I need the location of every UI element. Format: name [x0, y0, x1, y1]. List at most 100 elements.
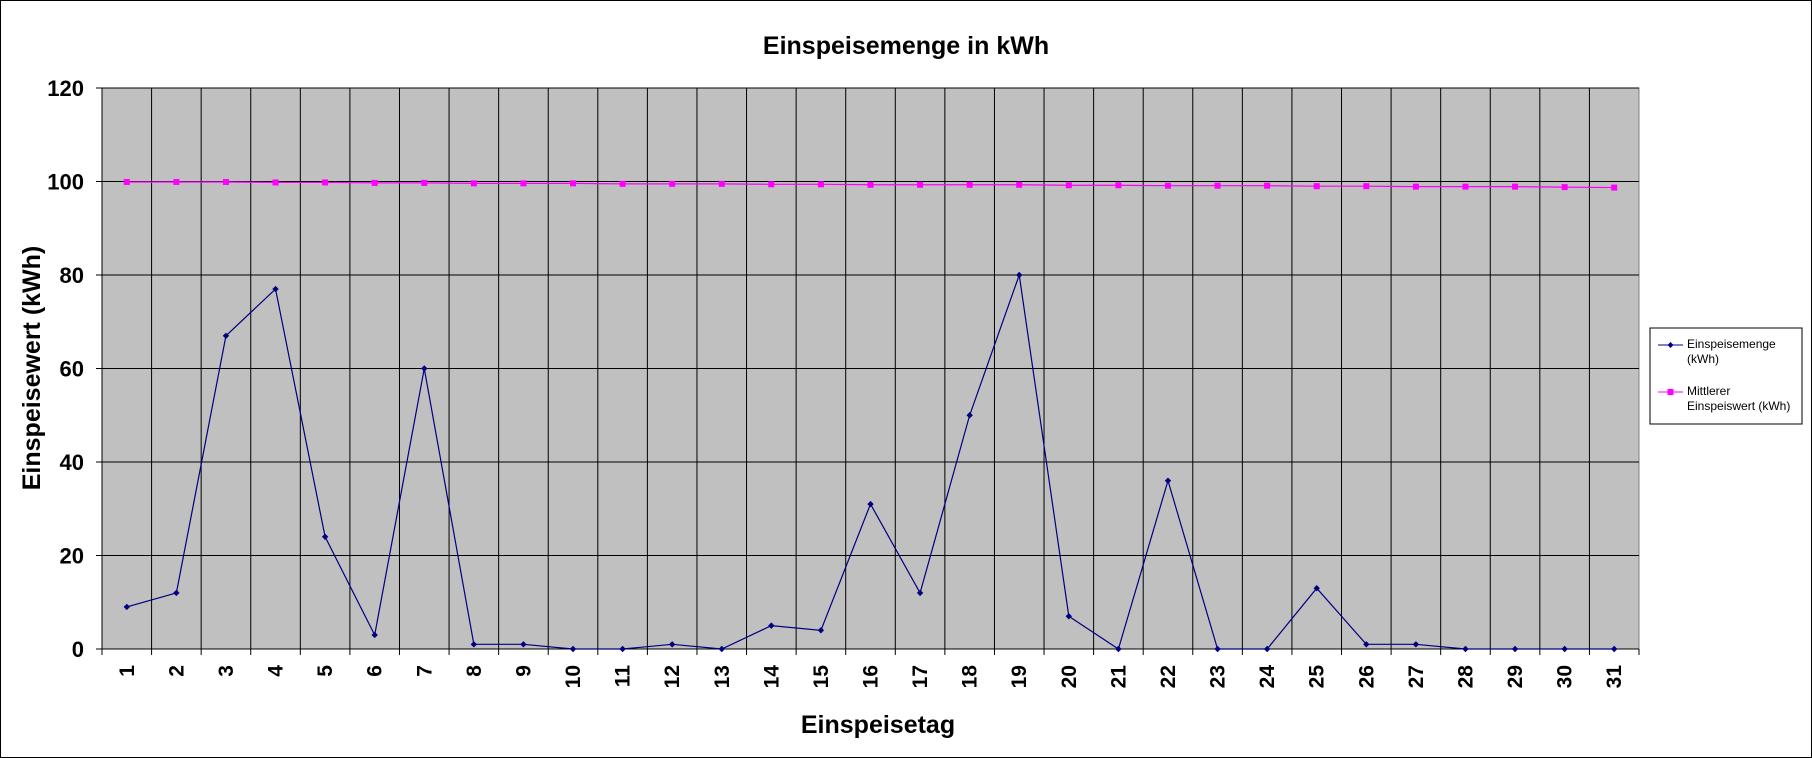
y-tick-label: 60: [60, 357, 84, 382]
x-tick-label: 9: [512, 665, 535, 677]
data-point: [1412, 641, 1420, 648]
x-tick-label: 5: [314, 665, 337, 677]
data-point: [867, 181, 874, 188]
x-tick-label: 4: [265, 665, 288, 677]
x-tick-label: 18: [959, 665, 982, 689]
data-point: [718, 645, 725, 653]
x-tick-label: 25: [1306, 665, 1329, 689]
data-point: [718, 180, 725, 187]
x-tick-label: 15: [810, 665, 833, 689]
square-marker-icon: [1667, 389, 1674, 395]
data-point: [520, 641, 527, 648]
series-layer: [123, 178, 1618, 653]
diamond-marker-icon: [1667, 342, 1674, 348]
data-point: [371, 631, 378, 639]
data-point: [1412, 183, 1419, 190]
x-tick-label: 30: [1554, 665, 1577, 688]
x-tick-label: 1: [116, 665, 139, 677]
x-tick-label: 2: [165, 665, 188, 677]
legend-box: [1649, 327, 1803, 425]
data-point: [322, 179, 329, 186]
x-tick-label: 11: [612, 665, 635, 688]
data-point: [917, 181, 924, 188]
x-tick-label: 26: [1355, 665, 1378, 688]
x-tick-label: 14: [760, 665, 783, 689]
data-point: [470, 180, 477, 187]
data-point: [1313, 183, 1320, 190]
x-tick-label: 12: [661, 665, 684, 688]
data-point: [321, 533, 329, 540]
data-point: [1561, 645, 1568, 653]
data-point: [173, 178, 180, 185]
data-point: [421, 365, 428, 372]
data-point: [1214, 645, 1221, 653]
data-point: [1264, 182, 1271, 189]
data-point: [916, 589, 924, 597]
y-tick-label: 20: [60, 544, 84, 569]
data-point: [817, 627, 825, 634]
x-tick-label: 6: [364, 665, 387, 677]
x-tick-label: 21: [1107, 665, 1130, 689]
data-point: [1561, 184, 1568, 191]
gridlines: [102, 87, 1639, 650]
chart-title: Einspeisemenge in kWh: [763, 32, 1049, 60]
legend-entry-1: Einspeisemenge (kWh): [1658, 337, 1776, 366]
data-point: [1016, 271, 1023, 279]
x-tick-label: 24: [1256, 665, 1279, 689]
data-point: [669, 180, 676, 187]
data-point: [966, 181, 973, 188]
data-point: [768, 622, 775, 629]
data-point: [1313, 585, 1320, 592]
x-tick-label: 19: [1008, 665, 1031, 688]
data-point: [1462, 183, 1469, 190]
data-point: [421, 179, 428, 186]
x-axis-label: Einspeisetag: [801, 711, 955, 739]
data-point: [1611, 645, 1618, 653]
x-tick-label: 3: [215, 665, 238, 677]
x-tick-label: 29: [1504, 665, 1527, 688]
data-point: [817, 181, 824, 188]
data-point: [222, 178, 229, 185]
x-tick-label: 20: [1058, 665, 1081, 688]
y-tick-label: 80: [60, 263, 84, 288]
data-point: [1263, 645, 1271, 653]
legend-label-1b: (kWh): [1687, 352, 1719, 366]
y-axis: 0 20 40 60 80 100 120: [47, 76, 103, 662]
x-tick-label: 7: [413, 665, 436, 677]
data-point: [1065, 613, 1073, 620]
legend-entry-2: Mittlerer Einspeiswert (kWh): [1658, 384, 1790, 413]
data-point: [768, 181, 775, 188]
x-tick-label: 13: [711, 665, 734, 688]
data-point: [520, 180, 527, 187]
data-point: [1115, 645, 1122, 653]
data-point: [1164, 477, 1172, 484]
x-tick-label: 8: [463, 665, 486, 677]
legend: Einspeisemenge (kWh) Mittlerer Einspeisw…: [1649, 327, 1803, 425]
data-point: [570, 180, 577, 187]
data-point: [123, 603, 130, 611]
y-tick-label: 100: [47, 170, 84, 195]
x-tick-label: 10: [562, 665, 585, 688]
data-point: [272, 179, 279, 186]
x-tick-label: 27: [1405, 665, 1428, 688]
x-tick-label: 17: [909, 665, 932, 688]
x-tick-label: 22: [1157, 665, 1180, 688]
x-tick-label: 16: [860, 665, 883, 688]
data-point: [619, 180, 626, 187]
data-point: [470, 641, 478, 648]
series-1: [123, 271, 1618, 653]
x-tick-label: 28: [1454, 665, 1477, 689]
data-point: [1214, 182, 1221, 189]
data-point: [371, 179, 378, 186]
data-point: [1363, 641, 1370, 648]
y-tick-label: 120: [47, 76, 84, 101]
legend-label-1a: Einspeisemenge: [1687, 337, 1776, 351]
legend-label-2b: Einspeiswert (kWh): [1687, 399, 1790, 413]
x-tick-label: 23: [1207, 665, 1230, 688]
data-point: [1065, 182, 1072, 189]
data-point: [272, 285, 279, 293]
y-axis-label: Einspeisewert (kWh): [18, 246, 46, 491]
data-point: [1016, 181, 1023, 188]
data-point: [173, 589, 180, 597]
